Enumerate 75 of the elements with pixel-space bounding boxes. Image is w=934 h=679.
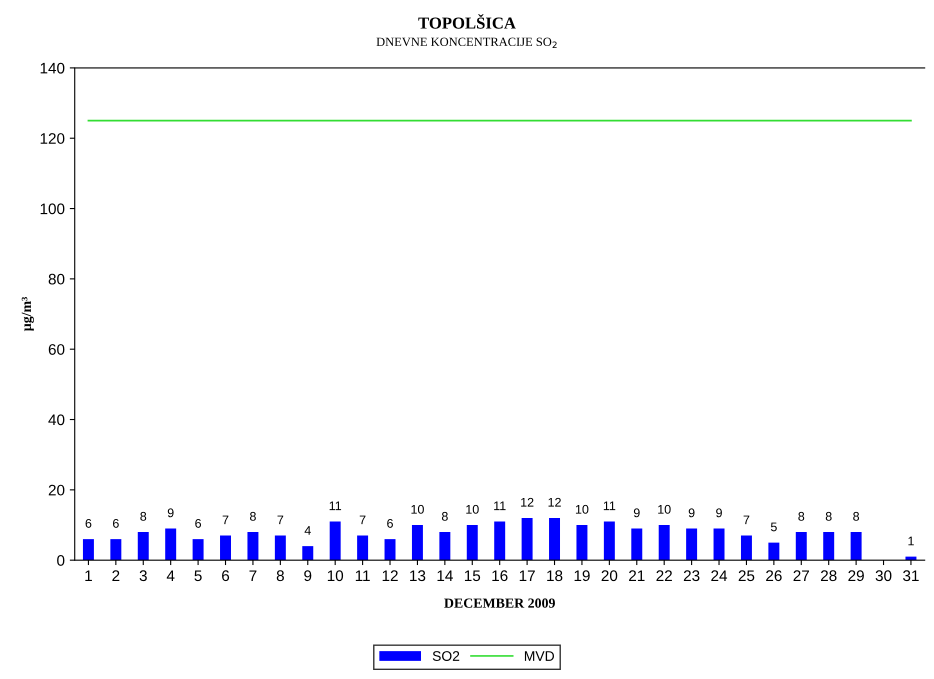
- x-tick-label: 8: [276, 570, 284, 582]
- data-label: 7: [278, 516, 284, 524]
- data-label: 10: [576, 504, 588, 514]
- y-tick-label: 120: [40, 133, 64, 144]
- x-tick-label: 20: [602, 570, 618, 582]
- x-tick-label: 21: [629, 570, 645, 581]
- data-label: 4: [304, 526, 311, 535]
- data-label: 10: [466, 504, 479, 514]
- data-label: 10: [411, 504, 424, 514]
- data-label: 8: [798, 512, 804, 521]
- data-label: 1: [908, 536, 914, 546]
- y-tick-label: 80: [48, 274, 64, 285]
- data-label: 9: [168, 508, 174, 518]
- data-label: 11: [330, 502, 342, 510]
- x-tick-label: 6: [222, 570, 230, 582]
- data-label: 9: [716, 508, 722, 518]
- x-tick-label: 5: [194, 570, 202, 582]
- y-axis-title: µg/m³: [22, 297, 34, 332]
- x-tick-label: 7: [249, 570, 256, 581]
- data-label: 6: [86, 518, 92, 528]
- data-label: 7: [222, 516, 228, 524]
- data-label: 8: [853, 512, 860, 521]
- x-tick-label: 26: [766, 570, 782, 582]
- data-label: 8: [250, 512, 256, 521]
- data-label: 11: [604, 502, 616, 510]
- x-tick-label: 25: [738, 570, 754, 582]
- y-tick-label: 60: [48, 344, 64, 355]
- x-tick-label: 22: [656, 570, 672, 581]
- legend-label: SO2: [432, 651, 460, 661]
- x-tick-label: 10: [328, 570, 344, 582]
- data-label: 10: [658, 504, 671, 514]
- chart-subtitle: DNEVNE KONCENTRACIJE SO$_{2}$: [376, 38, 557, 48]
- x-tick-label: 2: [112, 570, 120, 581]
- y-tick-label: 40: [48, 414, 64, 426]
- x-tick-label: 13: [410, 570, 426, 582]
- x-tick-label: 27: [794, 570, 810, 581]
- x-tick-label: 29: [848, 570, 864, 582]
- x-tick-label: 18: [547, 570, 562, 582]
- x-tick-label: 15: [464, 570, 480, 582]
- data-label: 6: [195, 518, 202, 528]
- data-label: 7: [360, 516, 366, 524]
- data-label: 6: [113, 518, 119, 528]
- data-label: 11: [494, 502, 506, 510]
- data-label: 8: [442, 512, 448, 521]
- x-tick-label: 30: [876, 570, 892, 582]
- x-tick-label: 17: [520, 570, 535, 581]
- data-label: 12: [548, 498, 561, 507]
- x-tick-label: 12: [382, 570, 398, 581]
- x-tick-label: 1: [85, 570, 92, 581]
- y-tick-label: 20: [48, 484, 64, 496]
- x-tick-label: 14: [438, 570, 453, 581]
- data-label: 6: [387, 518, 393, 528]
- x-tick-label: 9: [304, 570, 312, 582]
- x-tick-label: 19: [574, 570, 590, 582]
- data-label: 9: [688, 508, 694, 518]
- x-axis-title: DECEMBER 2009: [444, 598, 555, 608]
- x-tick-label: 28: [820, 570, 837, 582]
- x-tick-label: 11: [356, 570, 370, 581]
- x-tick-label: 31: [903, 570, 919, 582]
- y-tick-label: 0: [57, 555, 64, 566]
- y-tick-label: 140: [40, 62, 64, 74]
- data-label: 8: [140, 512, 146, 521]
- data-label: 7: [744, 516, 750, 524]
- data-label: 8: [826, 512, 832, 521]
- data-label: 5: [770, 522, 777, 532]
- x-tick-label: 3: [140, 570, 147, 582]
- y-tick-label: 100: [40, 203, 64, 214]
- data-label: 12: [521, 498, 534, 507]
- x-tick-label: 4: [166, 570, 174, 581]
- x-tick-label: 16: [492, 570, 508, 582]
- chart-title: TOPOLŠICA: [418, 14, 516, 29]
- x-tick-label: 23: [684, 570, 700, 582]
- x-tick-label: 24: [711, 570, 728, 581]
- data-label: 9: [634, 508, 640, 518]
- legend-label: MVD: [524, 651, 554, 661]
